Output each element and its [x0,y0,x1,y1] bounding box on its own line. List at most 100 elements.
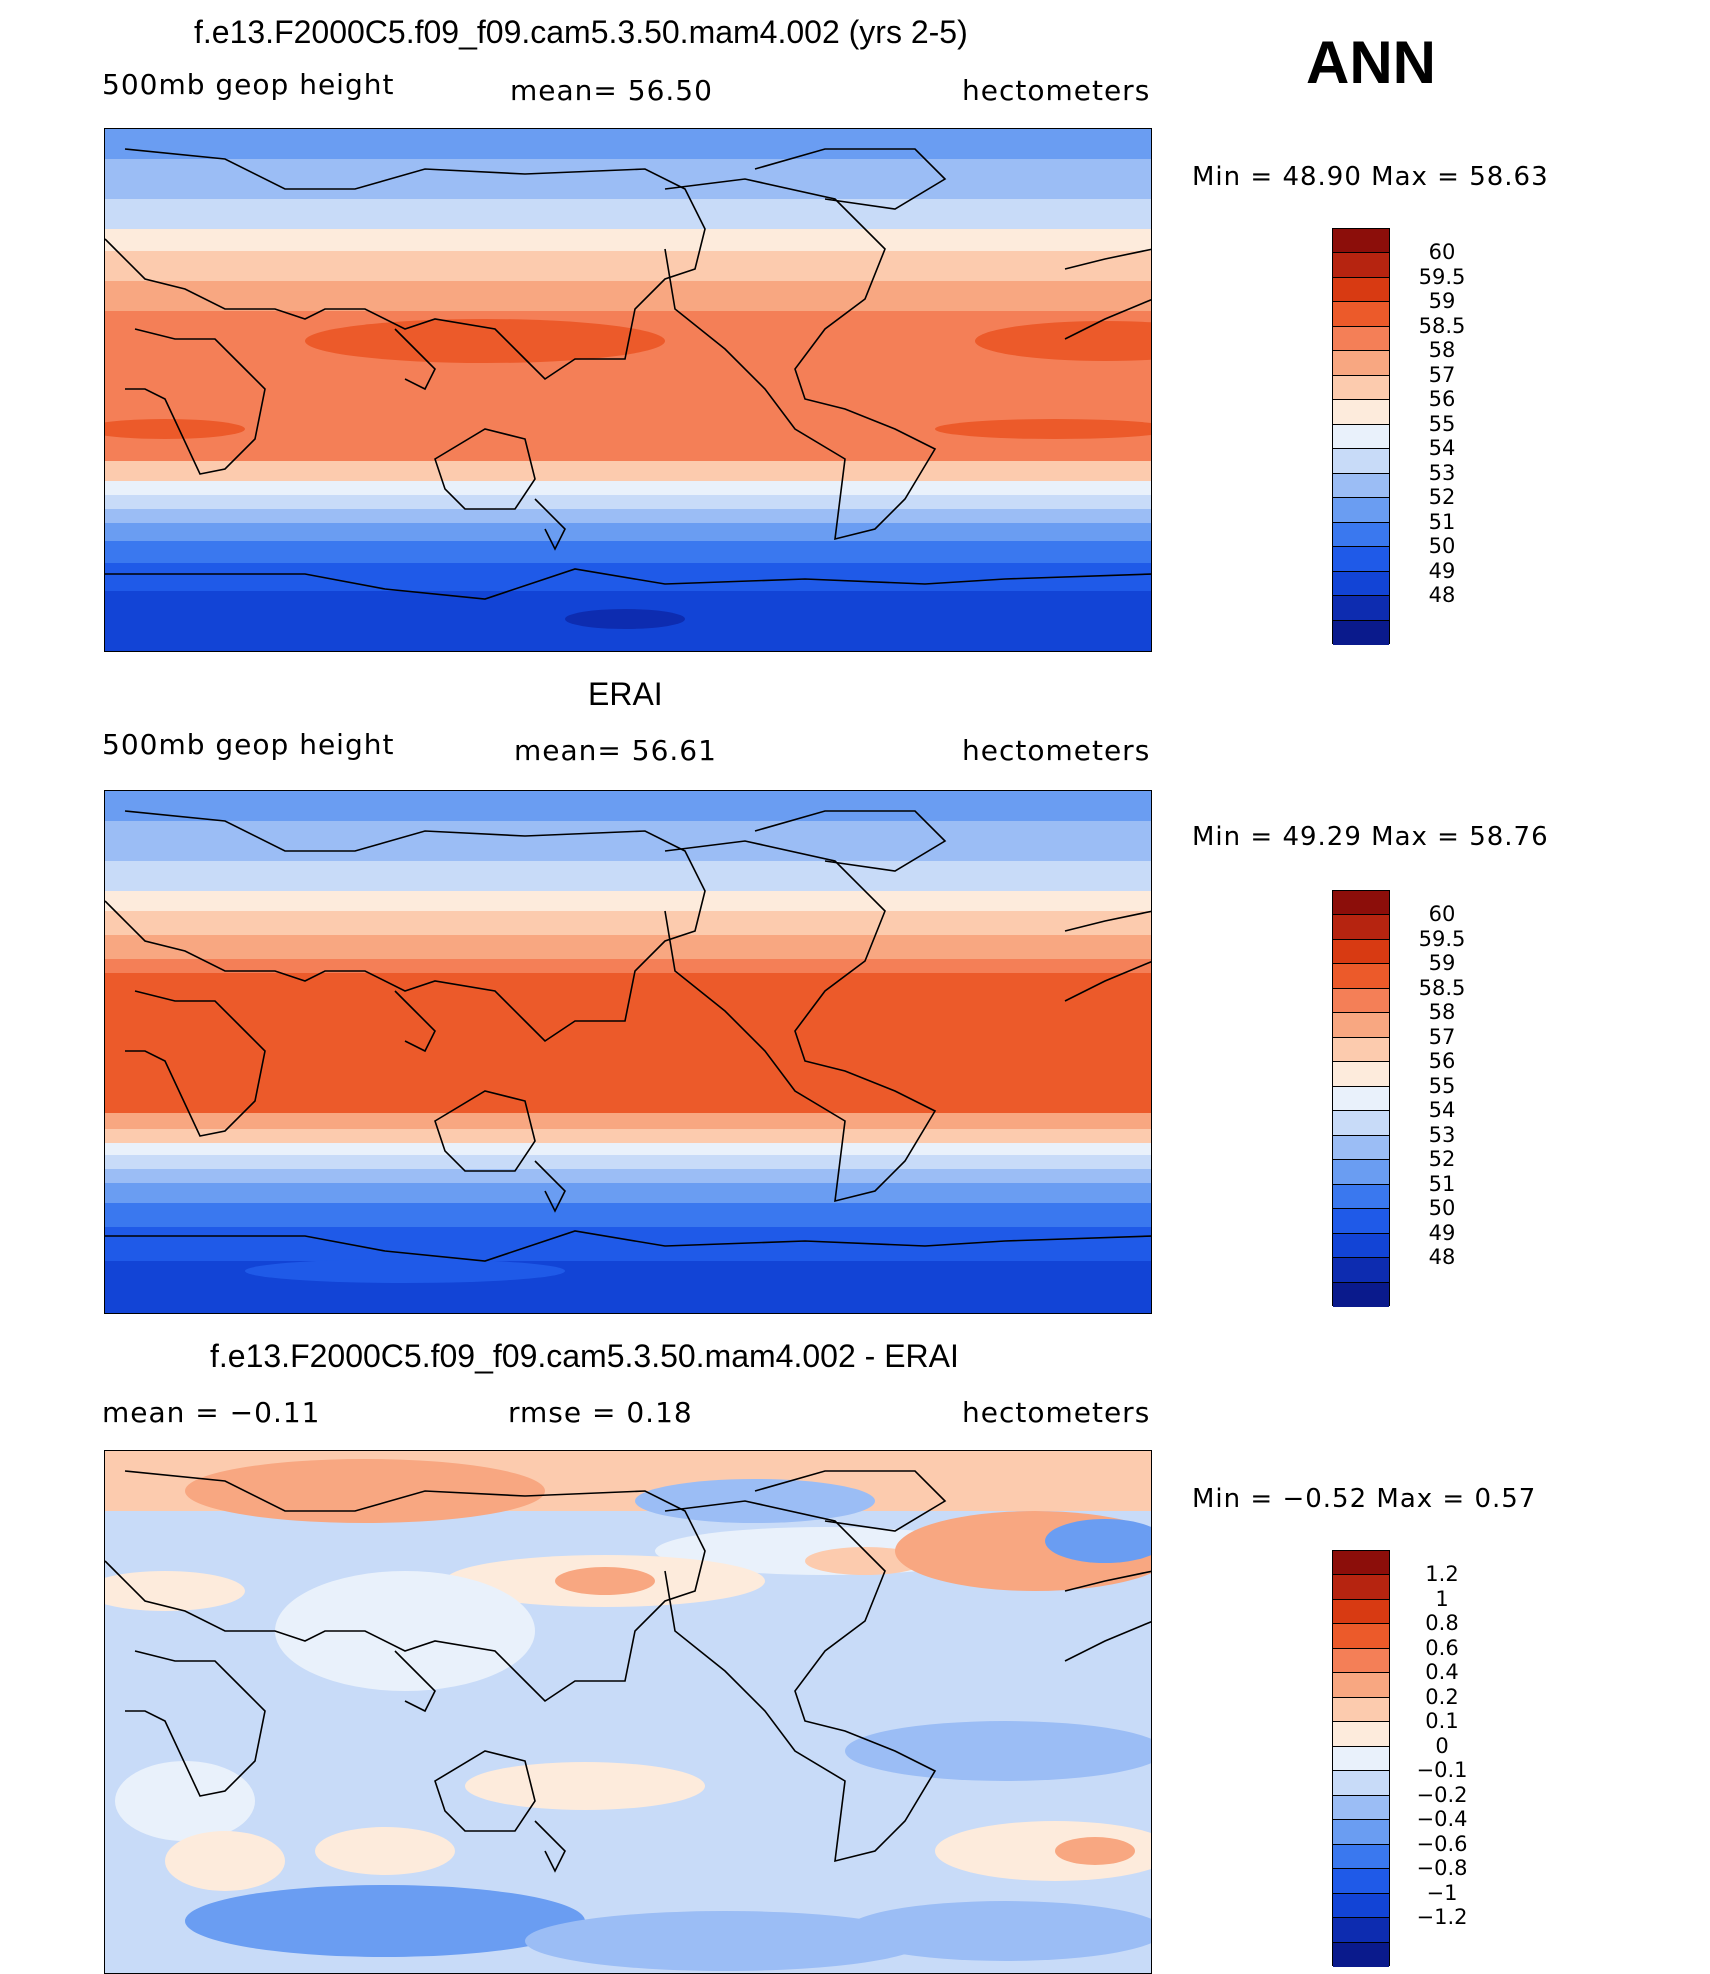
observation-colorbar: 60 59.5 59 58.5 58 57 56 55 54 53 52 51 50 49 48 [1332,890,1492,1307]
coastlines [105,148,1151,600]
colorbar-tick-label: 60 [1428,240,1456,265]
colorbar-swatch [1333,1771,1389,1796]
colorbar-tick-label: 53 [1428,460,1456,485]
rmse-label: rmse = 0.18 [508,1396,693,1429]
colorbar-tick-label: 56 [1428,1049,1456,1074]
colorbar-tick-label: 0.1 [1425,1709,1459,1734]
colorbar-tick-label: 55 [1428,411,1456,436]
colorbar-tick-label: 50 [1428,534,1456,559]
colorbar-swatch [1333,915,1389,940]
colorbar-tick-label: −0.4 [1416,1807,1468,1832]
colorbar-swatch [1333,1111,1389,1136]
observation-map [104,790,1152,1314]
colorbar-tick-label: 59.5 [1418,264,1466,289]
colorbar-swatch [1333,964,1389,989]
colorbar-tick-label: 0.2 [1425,1684,1459,1709]
model-map [104,128,1152,652]
colorbar-swatch [1333,229,1389,254]
colorbar-swatch [1333,1697,1389,1723]
colorbar-swatch [1333,1648,1389,1674]
colorbar-swatch [1333,1160,1389,1185]
colorbar-tick-label: 0 [1435,1733,1449,1758]
difference-colorbar: 1.2 1 0.8 0.6 0.4 0.2 0.1 0 −0.1 −0.2 −0.4 −0.6 −0.8… [1332,1550,1492,1967]
coastlines [105,810,1151,1262]
colorbar-swatch [1333,375,1389,401]
colorbar-tick-label: 49 [1428,1220,1456,1245]
colorbar-swatch [1333,1135,1389,1161]
colorbar-tick-label: 0.6 [1425,1635,1459,1660]
colorbar-swatch [1333,1184,1389,1210]
colorbar-tick-label: 58.5 [1418,975,1466,1000]
mean-label: mean= 56.61 [514,734,717,767]
colorbar-swatch [1333,1282,1389,1307]
colorbar-tick-label: 54 [1428,1098,1456,1123]
colorbar-swatch [1333,351,1389,376]
colorbar-tick-label: 52 [1428,1147,1456,1172]
colorbar-tick-label: 0.8 [1425,1611,1459,1636]
colorbar-swatch [1333,473,1389,499]
colorbar-tick-label: −0.8 [1416,1856,1468,1881]
colorbar-tick-label: 54 [1428,436,1456,461]
colorbar-tick-label: −0.6 [1416,1831,1468,1856]
colorbar-swatch [1333,1062,1389,1087]
colorbar-tick-label: 53 [1428,1122,1456,1147]
contour-bands [105,1451,1151,1973]
mean-label: mean = −0.11 [102,1396,321,1429]
colorbar-tick-label: 1.2 [1425,1562,1459,1587]
colorbar-swatch [1333,1746,1389,1772]
units-label: hectometers [962,74,1151,107]
colorbar-swatch [1333,571,1389,597]
colorbar-swatch [1333,1918,1389,1943]
difference-map [104,1450,1152,1974]
colorbar-tick-label: 51 [1428,509,1456,534]
colorbar-tick-label: 59 [1428,951,1456,976]
colorbar-swatch [1333,1551,1389,1576]
colorbar-swatch [1333,988,1389,1014]
colorbar-tick-label: 56 [1428,387,1456,412]
colorbar-swatch [1333,596,1389,621]
panel-title: f.e13.F2000C5.f09_f09.cam5.3.50.mam4.002… [194,14,968,50]
min-max-label: Min = 49.29 Max = 58.76 [1192,822,1549,852]
colorbar-swatch [1333,277,1389,303]
colorbar-swatch [1333,400,1389,425]
colorbar-swatch [1333,424,1389,450]
min-max-label: Min = 48.90 Max = 58.63 [1192,162,1549,192]
colorbar-swatch [1333,1599,1389,1625]
colorbar-tick-label: 60 [1428,902,1456,927]
colorbar-tick-label: 59.5 [1418,926,1466,951]
colorbar-swatch [1333,1844,1389,1870]
units-label: hectometers [962,1396,1151,1429]
colorbar-swatch [1333,253,1389,278]
colorbar-swatch [1333,1820,1389,1845]
colorbar-swatch [1333,1013,1389,1038]
colorbar-boxes [1332,890,1390,1307]
colorbar-boxes [1332,1550,1390,1967]
colorbar-swatch [1333,326,1389,352]
colorbar-swatch [1333,1795,1389,1821]
colorbar-tick-label: 58.5 [1418,313,1466,338]
contour-bands [105,791,1151,1313]
colorbar-tick-label: 1 [1435,1586,1449,1611]
colorbar-tick-label: 58 [1428,1000,1456,1025]
colorbar-tick-label: −1 [1426,1880,1458,1905]
colorbar-swatch [1333,1942,1389,1967]
colorbar-tick-label: 50 [1428,1196,1456,1221]
colorbar-tick-label: −0.2 [1416,1782,1468,1807]
colorbar-tick-label: 51 [1428,1171,1456,1196]
colorbar-swatch [1333,1037,1389,1063]
mean-label: mean= 56.50 [510,74,713,107]
colorbar-tick-label: −0.1 [1416,1758,1468,1783]
colorbar-tick-label: −1.2 [1416,1905,1468,1930]
colorbar-tick-label: 59 [1428,289,1456,314]
season-label: ANN [1306,29,1436,96]
colorbar-tick-label: 57 [1428,1024,1456,1049]
colorbar-swatch [1333,302,1389,327]
colorbar-tick-label: 48 [1428,583,1456,608]
colorbar-tick-label: 58 [1428,338,1456,363]
colorbar-swatch [1333,939,1389,965]
colorbar-swatch [1333,620,1389,645]
colorbar-swatch [1333,1673,1389,1698]
colorbar-tick-label: 57 [1428,362,1456,387]
panel-title: f.e13.F2000C5.f09_f09.cam5.3.50.mam4.002… [210,1338,959,1374]
colorbar-tick-label: 0.4 [1425,1660,1459,1685]
